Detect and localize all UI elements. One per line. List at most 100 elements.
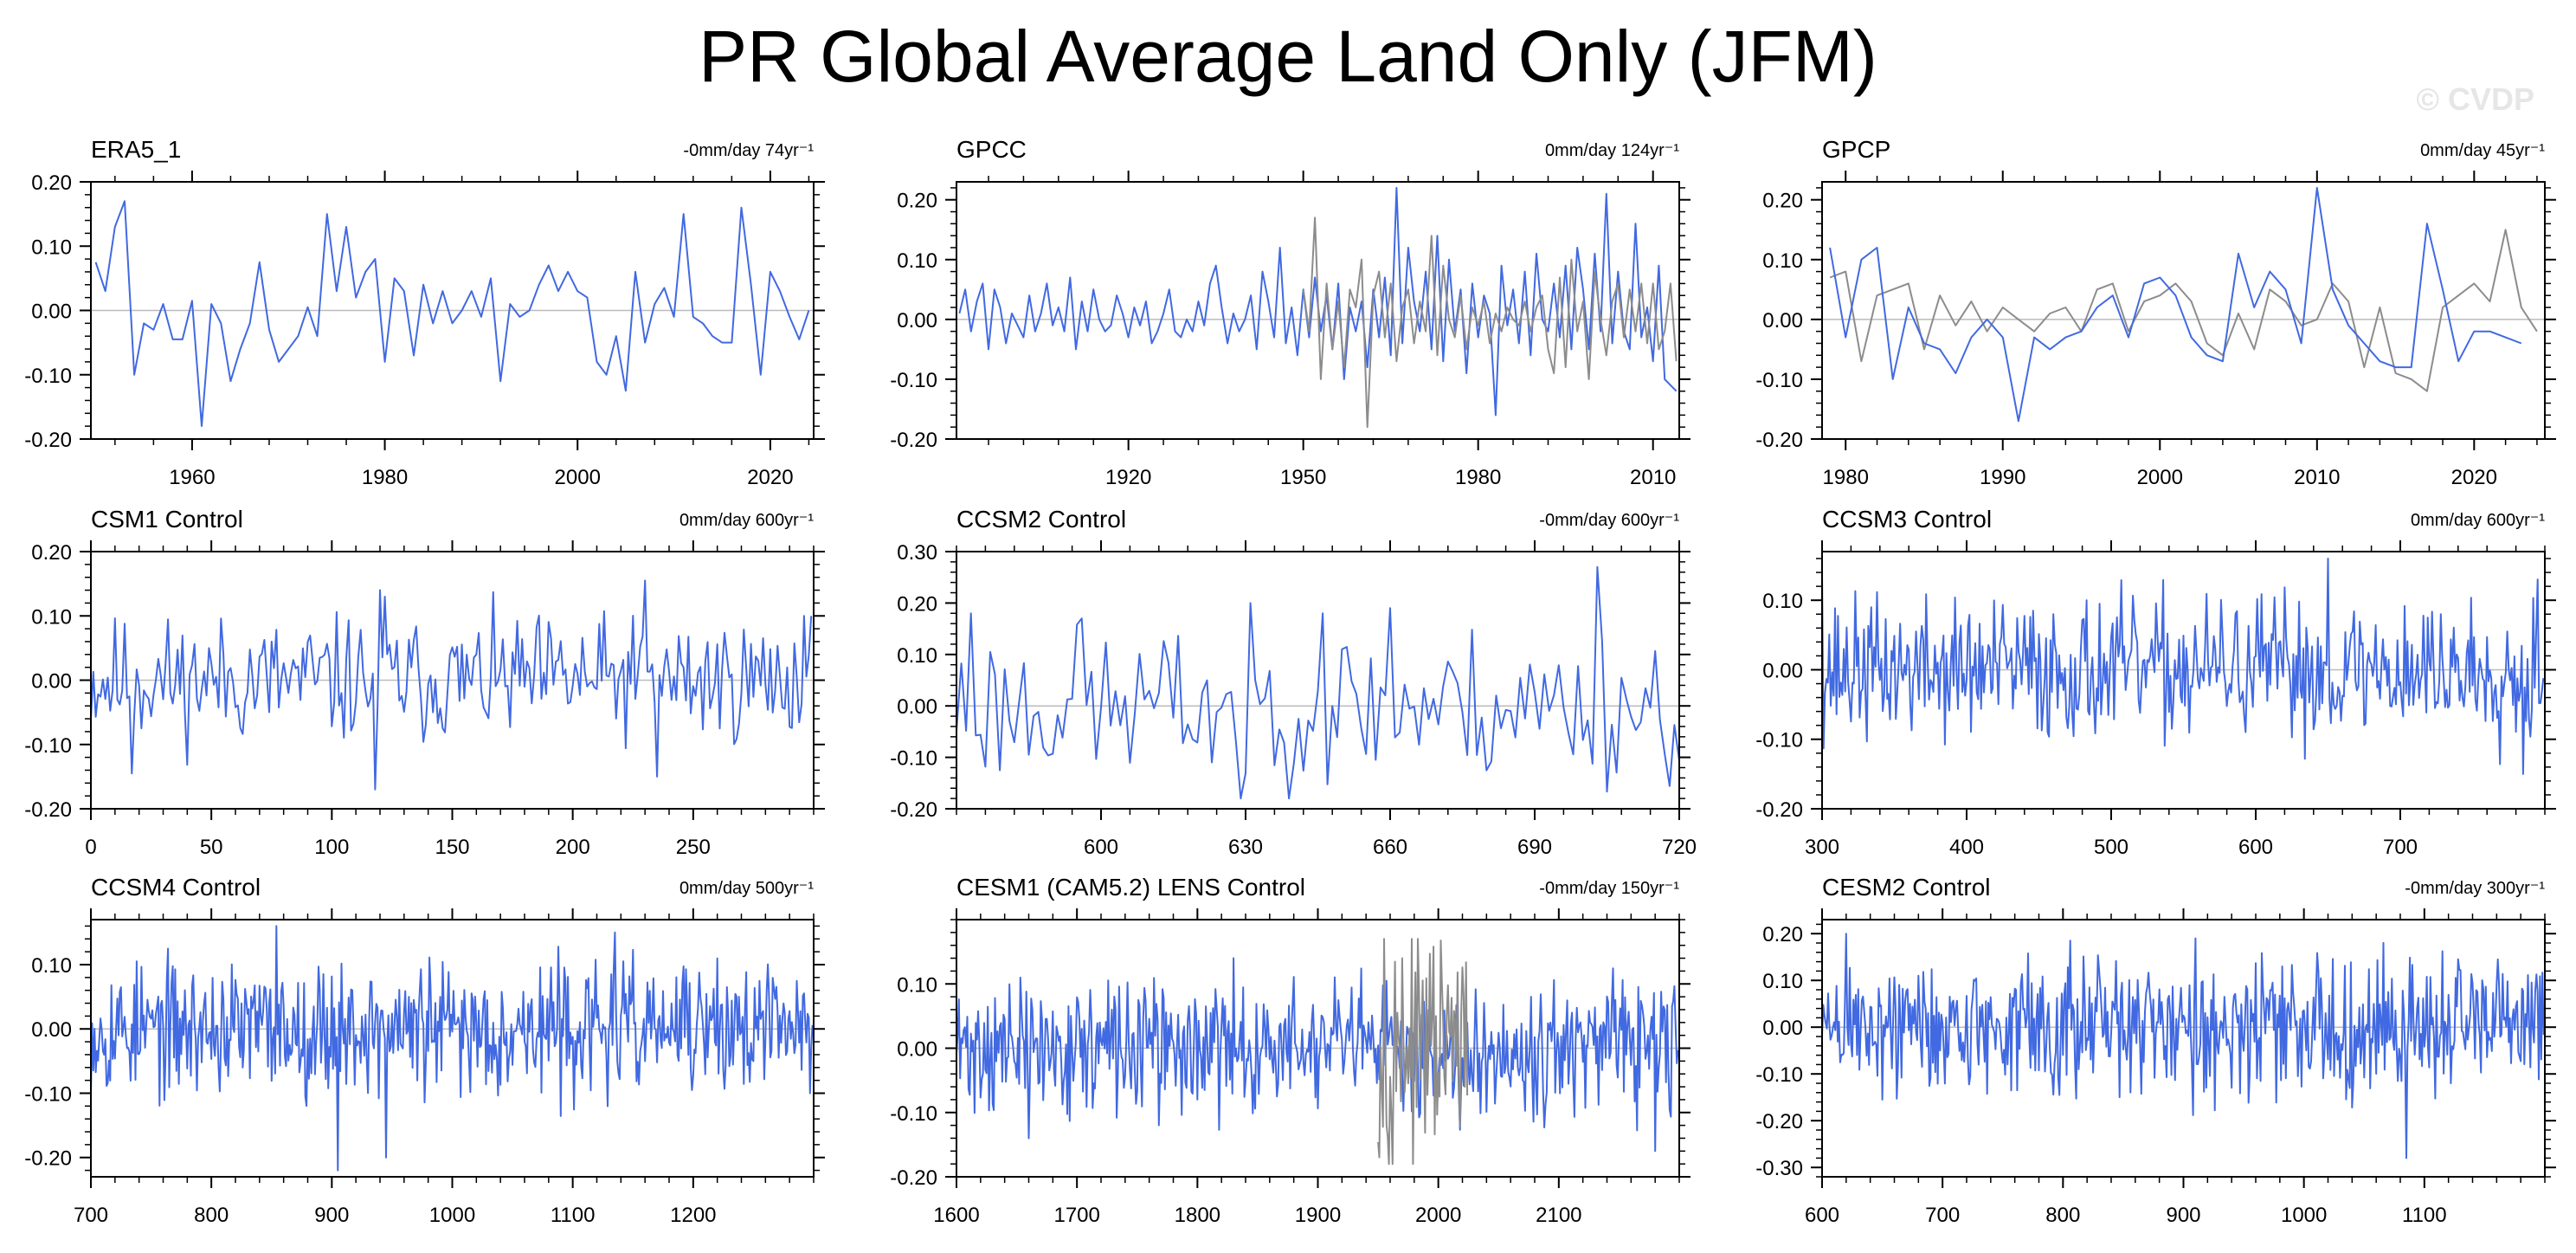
x-tick-label: 1100 [2402, 1204, 2447, 1227]
y-tick-label: -0.30 [1755, 1157, 1803, 1180]
series-line-ccsm2-control [956, 565, 1680, 800]
trend-label: 0mm/day 500yr⁻¹ [679, 879, 814, 898]
panel-title: CESM1 (CAM5.2) LENS Control [956, 874, 1305, 901]
trend-label: -0mm/day 74yr⁻¹ [683, 141, 814, 160]
y-tick-label: 0.20 [31, 171, 72, 195]
series-line-observations [1302, 216, 1678, 429]
x-tick-label: 1800 [1175, 1204, 1220, 1227]
x-tick-label: 1000 [2281, 1204, 2327, 1227]
x-tick-label: 700 [2383, 836, 2418, 859]
series-line-csm1-control [90, 579, 813, 791]
x-tick-label: 700 [1925, 1204, 1960, 1227]
series-line-era5-1 [94, 200, 810, 428]
y-tick-label: 0.00 [1762, 309, 1803, 333]
x-tick-label: 2000 [2137, 466, 2183, 489]
x-tick-label: 0 [85, 836, 96, 859]
trend-label: 0mm/day 124yr⁻¹ [1545, 141, 1679, 160]
y-tick-label: 0.10 [1762, 970, 1803, 993]
panel-2: 1920 1950 1980 2010 -0.20 -0.10 0.00 0.10 0.20 GP… [890, 136, 1690, 489]
panel-title: GPCC [956, 136, 1027, 163]
x-tick-label: 1980 [1455, 466, 1501, 489]
panel-title: CCSM4 Control [91, 874, 261, 901]
panel-3: 1980 1990 2000 2010 2020 -0.20 -0.10 0.00 0.10 0.… [1755, 136, 2556, 489]
x-tick-label: 1960 [169, 466, 215, 489]
x-tick-label: 200 [556, 836, 590, 859]
x-tick-label: 1950 [1280, 466, 1326, 489]
trend-label: -0mm/day 300yr⁻¹ [2405, 879, 2545, 898]
y-tick-label: -0.10 [1755, 369, 1803, 392]
x-tick-label: 1900 [1295, 1204, 1341, 1227]
panel-4: 0 50 100 150 200 250 -0.20 -0.10 0.00 0.10 0.20 CSM… [24, 506, 825, 859]
x-tick-label: 2000 [1415, 1204, 1461, 1227]
x-tick-label: 50 [200, 836, 223, 859]
x-tick-label: 1200 [670, 1204, 716, 1227]
y-tick-label: 0.10 [31, 236, 72, 259]
series-line-observations [1377, 938, 1469, 1166]
y-tick-label: 0.20 [1762, 190, 1803, 213]
y-tick-label: 0.20 [1762, 923, 1803, 946]
plot-frame [956, 181, 1680, 440]
y-tick-label: -0.10 [1755, 729, 1803, 752]
series-line-cesm2-control [1821, 933, 2545, 1159]
y-tick-label: 0.10 [897, 644, 937, 668]
y-tick-label: -0.20 [890, 429, 937, 452]
y-tick-label: 0.00 [31, 1018, 72, 1042]
y-tick-label: -0.10 [24, 734, 72, 758]
series-line-ccsm4-control [90, 925, 814, 1172]
x-tick-label: 690 [1517, 836, 1552, 859]
series-line-observations [1829, 229, 2538, 392]
y-tick-label: -0.10 [1755, 1063, 1803, 1087]
trend-label: -0mm/day 600yr⁻¹ [1539, 511, 1679, 530]
y-tick-label: 0.00 [897, 309, 937, 333]
x-tick-label: 150 [435, 836, 469, 859]
x-tick-label: 900 [2166, 1204, 2200, 1227]
x-tick-label: 1100 [551, 1204, 596, 1227]
panel-title: ERA5_1 [91, 136, 181, 163]
panel-7: 700 800 900 1000 1100 1200 -0.20 -0.10 0.00 0.10 C… [24, 874, 825, 1227]
y-tick-label: 0.10 [897, 249, 937, 273]
x-tick-label: 600 [2238, 836, 2273, 859]
x-tick-label: 250 [676, 836, 711, 859]
trend-label: -0mm/day 150yr⁻¹ [1539, 879, 1679, 898]
y-tick-label: 0.00 [1762, 1017, 1803, 1040]
y-tick-label: 0.10 [1762, 590, 1803, 613]
y-tick-label: 0.10 [897, 973, 937, 997]
x-tick-label: 400 [1949, 836, 1984, 859]
x-tick-label: 2020 [2451, 466, 2497, 489]
x-tick-label: 800 [2045, 1204, 2080, 1227]
x-tick-label: 2000 [555, 466, 601, 489]
y-tick-label: -0.20 [1755, 798, 1803, 822]
x-tick-label: 630 [1228, 836, 1263, 859]
panel-1: 1960 1980 2000 2020 -0.20 -0.10 0.00 0.10 0.20 ER… [24, 136, 825, 489]
y-tick-label: -0.10 [24, 365, 72, 388]
x-tick-label: 1700 [1053, 1204, 1099, 1227]
x-tick-label: 2010 [1630, 466, 1676, 489]
y-tick-label: 0.20 [31, 541, 72, 565]
y-tick-label: 0.00 [897, 1038, 937, 1062]
y-tick-label: -0.10 [890, 1102, 937, 1126]
panel-6: 300 400 500 600 700 -0.20 -0.10 0.00 0.10 CCSM3 C… [1755, 506, 2556, 859]
x-tick-label: 660 [1373, 836, 1407, 859]
y-tick-label: 0.20 [897, 592, 937, 616]
plot-frame [956, 551, 1680, 810]
y-tick-label: 0.20 [897, 190, 937, 213]
panel-title: CCSM2 Control [956, 506, 1126, 533]
y-tick-label: 0.00 [31, 670, 72, 694]
x-tick-label: 300 [1805, 836, 1839, 859]
plot-frame [1821, 551, 2546, 810]
trend-label: 0mm/day 45yr⁻¹ [2420, 141, 2545, 160]
x-tick-label: 1920 [1105, 466, 1151, 489]
y-tick-label: -0.20 [24, 429, 72, 452]
panel-title: CSM1 Control [91, 506, 243, 533]
y-tick-label: 0.10 [31, 954, 72, 978]
y-tick-label: -0.20 [890, 798, 937, 822]
x-tick-label: 2020 [747, 466, 793, 489]
x-tick-label: 720 [1662, 836, 1697, 859]
y-tick-label: 0.10 [31, 605, 72, 629]
y-tick-label: -0.20 [1755, 429, 1803, 452]
panel-5: 600 630 660 690 720 -0.20 -0.10 0.00 0.10 0.20 0.3… [890, 506, 1697, 859]
y-tick-label: -0.20 [1755, 1110, 1803, 1134]
x-tick-label: 600 [1805, 1204, 1839, 1227]
x-tick-label: 700 [74, 1204, 108, 1227]
